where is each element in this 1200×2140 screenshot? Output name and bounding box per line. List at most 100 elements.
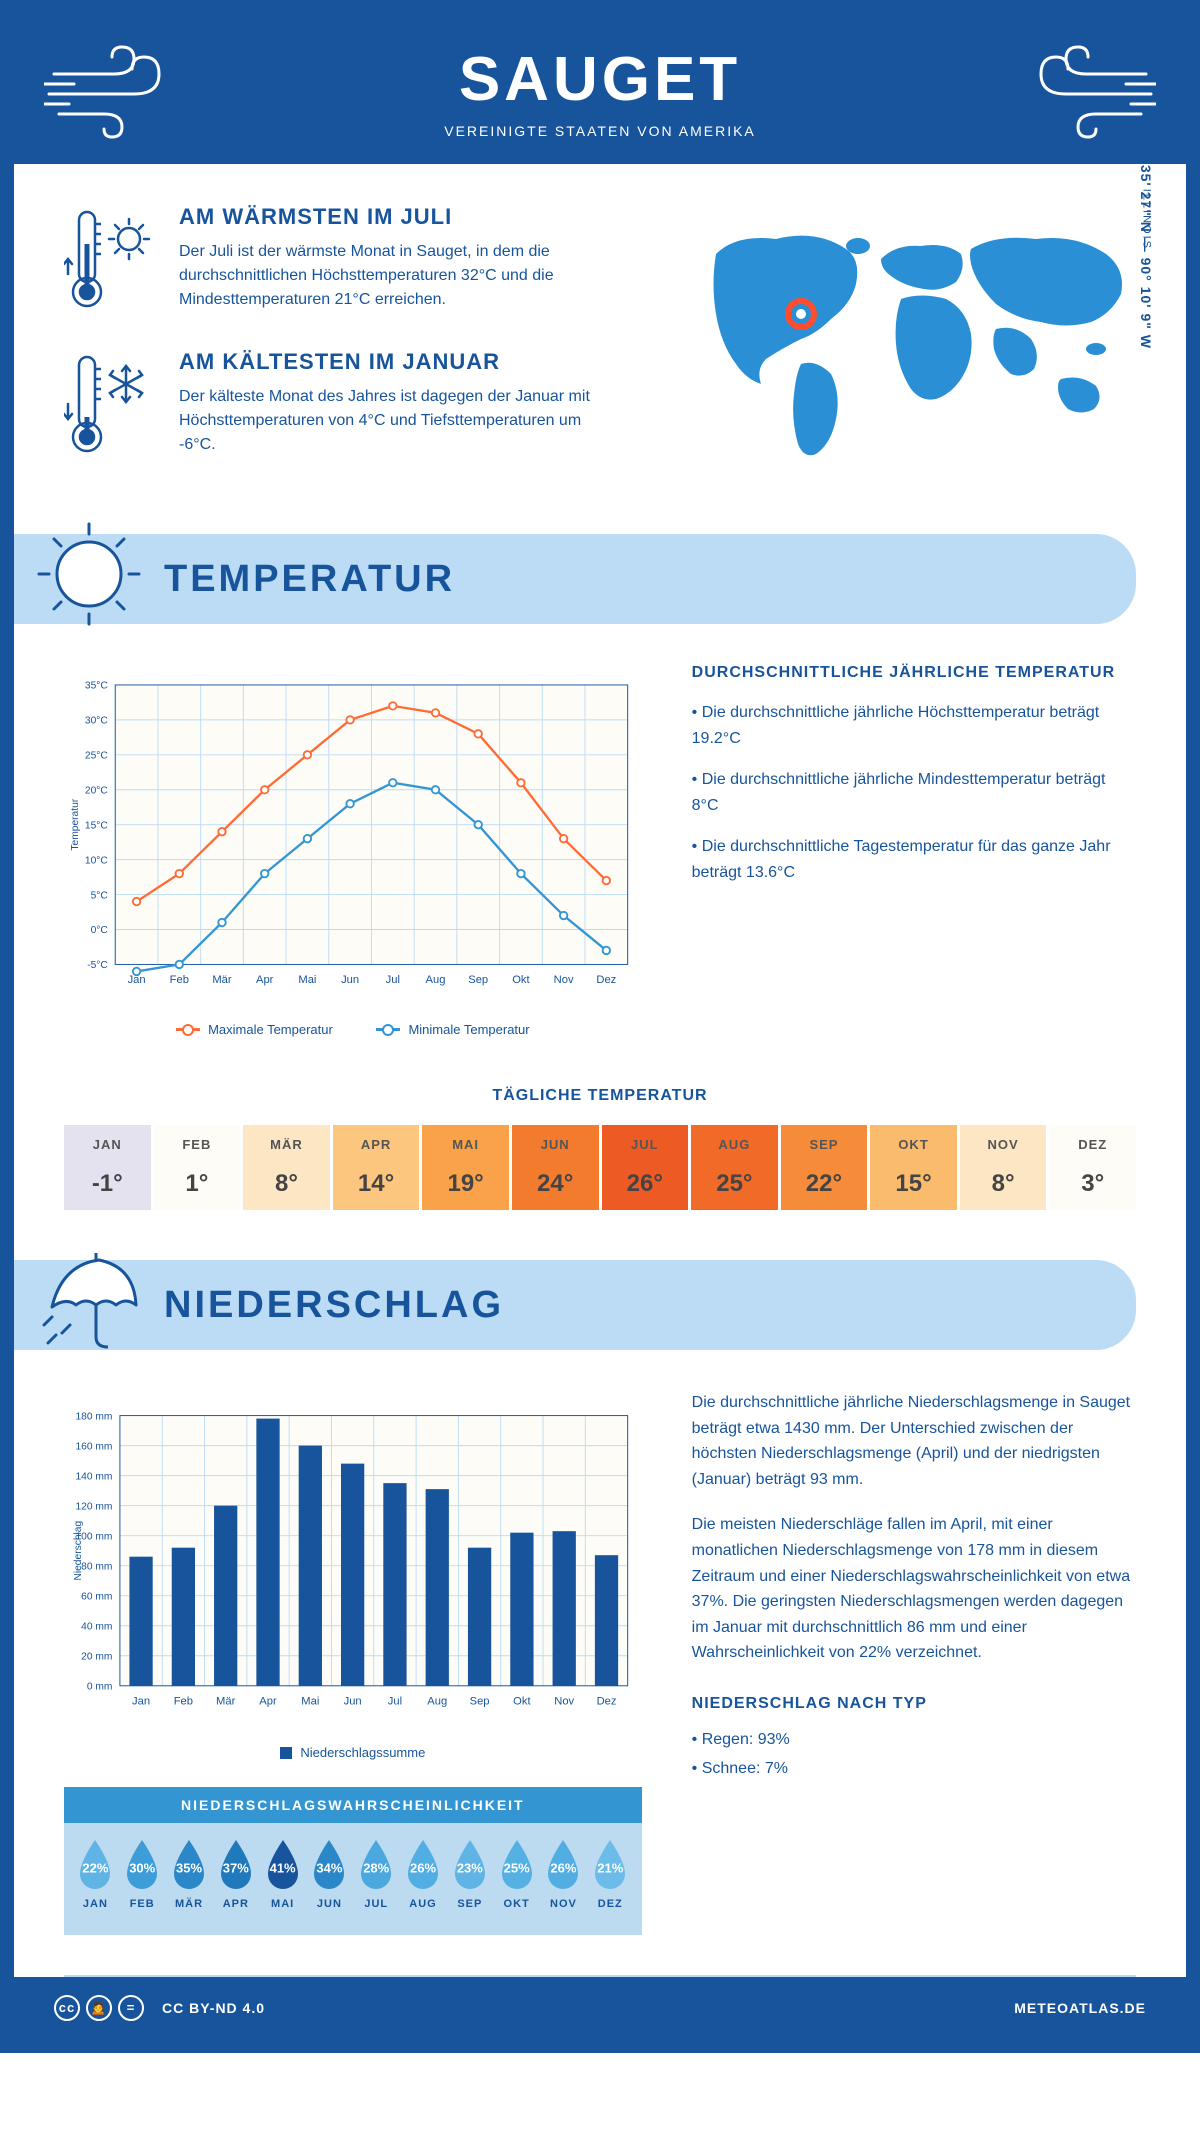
precip-legend: Niederschlagssumme [64, 1745, 642, 1762]
svg-text:0°C: 0°C [91, 925, 108, 936]
temp-cell: FEB 1° [154, 1125, 241, 1210]
precip-type: • Schnee: 7% [692, 1756, 1136, 1782]
svg-text:0 mm: 0 mm [87, 1682, 113, 1693]
drop-cell: 22% JAN [74, 1838, 117, 1910]
sun-icon [34, 519, 144, 629]
svg-text:Mär: Mär [216, 1695, 236, 1707]
drop-value: 30% [129, 1860, 155, 1875]
precip-p1: Die durchschnittliche jährliche Niedersc… [692, 1390, 1136, 1492]
svg-text:160 mm: 160 mm [75, 1441, 112, 1452]
legend-min: Minimale Temperatur [408, 1022, 529, 1037]
temp-cell-value: 8° [247, 1170, 326, 1198]
temp-cell: OKT 15° [870, 1125, 957, 1210]
drop-cell: 41%MAI [261, 1838, 304, 1910]
precip-type: • Regen: 93% [692, 1727, 1136, 1753]
svg-text:180 mm: 180 mm [75, 1411, 112, 1422]
precip-row: 0 mm20 mm40 mm60 mm80 mm100 mm120 mm140 … [14, 1380, 1186, 1965]
precip-p2: Die meisten Niederschläge fallen im Apri… [692, 1512, 1136, 1666]
drop-month: JUL [355, 1898, 398, 1910]
drop-cell: 26%NOV [542, 1838, 585, 1910]
svg-text:20 mm: 20 mm [81, 1651, 112, 1662]
temp-cell-value: 15° [874, 1170, 953, 1198]
temp-cell-month: OKT [874, 1137, 953, 1152]
temp-cell-value: 1° [158, 1170, 237, 1198]
temp-cell-value: 8° [964, 1170, 1043, 1198]
section-bar-precip: NIEDERSCHLAG [14, 1260, 1136, 1350]
svg-text:10°C: 10°C [85, 855, 108, 866]
thermometer-sun-icon [64, 204, 154, 314]
temp-text-heading: DURCHSCHNITTLICHE JÄHRLICHE TEMPERATUR [692, 664, 1136, 682]
temp-cell-month: DEZ [1053, 1137, 1132, 1152]
nd-icon: = [118, 1995, 144, 2021]
coords-label: 38° 35' 27" N — 90° 10' 9" W [1138, 136, 1154, 349]
drop-month: JUN [308, 1898, 351, 1910]
svg-text:Mär: Mär [212, 974, 232, 986]
svg-text:Okt: Okt [512, 974, 530, 986]
drop-cell: 37%APR [214, 1838, 257, 1910]
drop-month: JAN [74, 1898, 117, 1910]
svg-text:Jun: Jun [344, 1695, 362, 1707]
temp-bullet: • Die durchschnittliche jährliche Höchst… [692, 700, 1136, 751]
temp-cell: JUN24° [512, 1125, 599, 1210]
precip-probability-bar: NIEDERSCHLAGSWAHRSCHEINLICHKEIT 22%JAN30… [64, 1787, 642, 1935]
temp-text: DURCHSCHNITTLICHE JÄHRLICHE TEMPERATUR •… [692, 664, 1136, 1037]
fact-cold-title: AM KÄLTESTEN IM JANUAR [179, 349, 599, 375]
temp-cell: JUL 26° [602, 1125, 689, 1210]
temp-cell: MÄR 8° [243, 1125, 330, 1210]
svg-text:80 mm: 80 mm [81, 1561, 112, 1572]
temp-cell-value: 26° [606, 1170, 685, 1198]
drop-value: 37% [223, 1860, 249, 1875]
temp-bullet: • Die durchschnittliche jährliche Mindes… [692, 767, 1136, 818]
temp-cell-month: MÄR [247, 1137, 326, 1152]
temp-cell: AUG 25° [691, 1125, 778, 1210]
svg-text:35°C: 35°C [85, 681, 108, 692]
temp-cell: MAI19° [422, 1125, 509, 1210]
drop-cell: 26%AUG [402, 1838, 445, 1910]
license-label: CC BY-ND 4.0 [162, 2000, 265, 2016]
by-icon: 🙍 [86, 1995, 112, 2021]
svg-text:Dez: Dez [597, 1695, 617, 1707]
fact-warmest: AM WÄRMSTEN IM JULI Der Juli ist der wär… [64, 204, 646, 314]
drop-value: 22% [82, 1860, 108, 1875]
site-label: METEOATLAS.DE [1014, 2000, 1146, 2016]
svg-text:60 mm: 60 mm [81, 1591, 112, 1602]
temp-cell-value: 22° [785, 1170, 864, 1198]
svg-text:Jul: Jul [386, 974, 400, 986]
temp-cell-month: FEB [158, 1137, 237, 1152]
temp-cell: APR14° [333, 1125, 420, 1210]
svg-text:Niederschlag: Niederschlag [73, 1521, 84, 1581]
climate-facts: AM WÄRMSTEN IM JULI Der Juli ist der wär… [64, 204, 646, 494]
fact-cold-text: Der kälteste Monat des Jahres ist dagege… [179, 385, 599, 457]
world-map-icon [686, 204, 1136, 474]
temp-cell: DEZ3° [1049, 1125, 1136, 1210]
svg-text:Feb: Feb [174, 1695, 193, 1707]
drop-month: MÄR [168, 1898, 211, 1910]
daily-temp: TÄGLICHE TEMPERATUR JAN-1°FEB1°MÄR8°APR1… [14, 1067, 1186, 1250]
drop-month: AUG [402, 1898, 445, 1910]
drop-value: 23% [457, 1860, 483, 1875]
wind-icon [44, 39, 174, 139]
temp-cell-month: AUG [695, 1137, 774, 1152]
drop-value: 35% [176, 1860, 202, 1875]
svg-text:Aug: Aug [426, 974, 446, 986]
temp-cell-value: -1° [68, 1170, 147, 1198]
fact-coldest: AM KÄLTESTEN IM JANUAR Der kälteste Mona… [64, 349, 646, 459]
svg-text:Dez: Dez [596, 974, 616, 986]
drop-month: FEB [121, 1898, 164, 1910]
svg-text:Apr: Apr [259, 1695, 277, 1707]
svg-text:Temperatur: Temperatur [70, 798, 81, 850]
cc-license: cc 🙍 = CC BY-ND 4.0 [54, 1995, 265, 2021]
temp-cell-month: JUL [606, 1137, 685, 1152]
temp-cell-month: SEP [785, 1137, 864, 1152]
drop-value: 28% [363, 1860, 389, 1875]
svg-text:Aug: Aug [427, 1695, 447, 1707]
temp-cell: JAN-1° [64, 1125, 151, 1210]
temp-cell-value: 25° [695, 1170, 774, 1198]
drop-month: SEP [448, 1898, 491, 1910]
footer: cc 🙍 = CC BY-ND 4.0 METEOATLAS.DE [14, 1977, 1186, 2039]
svg-text:Nov: Nov [554, 974, 574, 986]
drop-cell: 34% JUN [308, 1838, 351, 1910]
temp-cell: NOV8° [960, 1125, 1047, 1210]
svg-text:15°C: 15°C [85, 820, 108, 831]
drop-value: 34% [316, 1860, 342, 1875]
